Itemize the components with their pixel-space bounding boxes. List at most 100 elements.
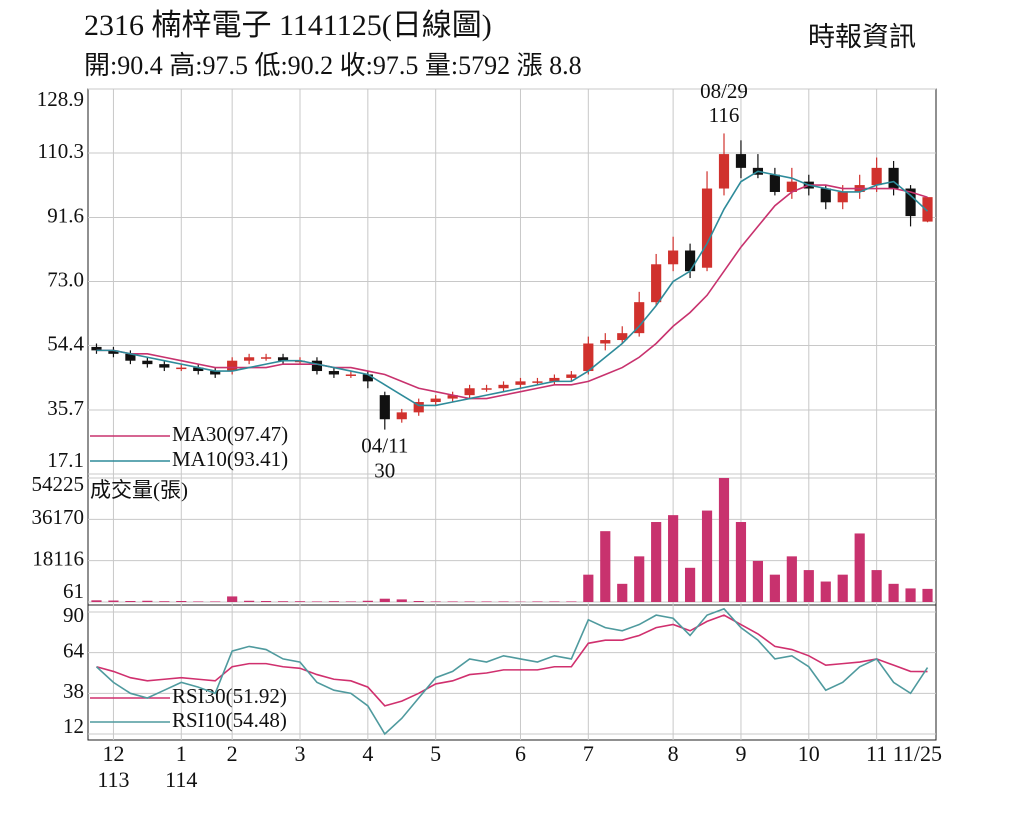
legend-label: MA10(93.41)	[172, 447, 288, 471]
annotation-date: 08/29	[700, 79, 748, 103]
candle-body	[837, 191, 848, 203]
volume-bar	[651, 522, 662, 602]
volume-bar	[549, 601, 560, 602]
candle-body	[311, 360, 323, 372]
x-tick-label: 1	[176, 741, 187, 766]
candle-body	[769, 174, 780, 192]
candle-body	[888, 167, 899, 189]
x-tick-label: 4	[362, 741, 373, 766]
volume-bar	[684, 567, 696, 602]
y-tick-label: 35.7	[47, 396, 84, 420]
chart-title: 2316 楠梓電子 1141125(日線圖)	[84, 9, 492, 42]
y-tick-label: 73.0	[47, 267, 84, 291]
volume-bar	[854, 533, 865, 602]
volume-bar	[176, 600, 187, 602]
candle-body	[532, 381, 543, 383]
candle-body	[345, 374, 356, 376]
volume-bar	[786, 556, 797, 602]
volume-bar	[193, 601, 204, 602]
candle-body	[786, 181, 797, 192]
annotation-value: 30	[374, 458, 395, 482]
candle-body	[481, 388, 492, 390]
volume-bar	[566, 601, 577, 602]
volume-bar	[532, 601, 543, 602]
x-tick-label: 2	[227, 741, 238, 766]
legend-label: RSI30(51.92)	[172, 684, 287, 708]
candle-body	[498, 384, 509, 389]
x-tick-label: 6	[515, 741, 526, 766]
candle-body	[464, 388, 475, 396]
x-tick-label: 11/25	[893, 741, 942, 766]
volume-bar	[328, 601, 340, 602]
volume-bar	[210, 601, 221, 602]
candle-body	[193, 367, 204, 372]
y-tick-label: 110.3	[38, 139, 84, 163]
y-tick-label: 12	[63, 714, 84, 738]
volume-bar	[464, 601, 475, 602]
candle-body	[362, 374, 373, 382]
candle-body	[396, 412, 407, 420]
volume-bar	[735, 522, 747, 602]
candle-body	[413, 402, 424, 413]
candle-body	[820, 188, 831, 203]
candle-body	[125, 353, 136, 361]
volume-bar	[244, 600, 255, 602]
volume-bar	[227, 596, 238, 602]
legend-label: MA30(97.47)	[172, 422, 288, 446]
volume-bar	[498, 601, 509, 602]
line-series	[96, 614, 928, 707]
volume-bar	[481, 601, 492, 602]
candle-body	[922, 197, 933, 222]
y-tick-label: 91.6	[47, 203, 84, 227]
y-tick-label: 90	[63, 603, 84, 627]
y-tick-label: 18116	[32, 546, 84, 570]
line-series	[96, 184, 928, 400]
volume-bar	[345, 601, 356, 602]
candle-body	[447, 395, 458, 399]
volume-bar	[362, 600, 373, 602]
x-tick-label: 8	[668, 741, 679, 766]
volume-bar	[922, 588, 933, 602]
volume-bar	[277, 601, 289, 602]
candle-body	[735, 154, 747, 168]
volume-bar	[888, 583, 899, 602]
volume-bar	[430, 601, 441, 602]
volume-bar	[905, 588, 916, 602]
line-series	[96, 170, 929, 407]
volume-bar	[668, 515, 679, 602]
candle-body	[515, 381, 526, 385]
candle-body	[176, 367, 187, 370]
x-tick-label: 5	[430, 741, 441, 766]
panel-title: 成交量(張)	[90, 478, 188, 502]
source: 時報資訊	[808, 22, 916, 52]
y-tick-label: 38	[63, 679, 84, 703]
volume-bar	[820, 581, 831, 602]
candle-body	[91, 346, 102, 351]
volume-bar	[159, 601, 170, 602]
volume-bar	[600, 531, 611, 602]
candle-body	[905, 188, 916, 217]
x-sub-label: 113	[97, 767, 129, 792]
volume-bar	[91, 600, 102, 602]
candle-body	[328, 371, 340, 375]
candle-body	[718, 154, 730, 189]
candle-body	[651, 264, 662, 303]
y-tick-label: 128.9	[37, 87, 84, 111]
candle-body	[379, 395, 390, 420]
candle-body	[701, 188, 713, 268]
candle-body	[430, 398, 441, 403]
volume-bar	[718, 478, 730, 602]
candle-body	[108, 350, 119, 354]
candle-body	[668, 250, 679, 265]
volume-bar	[413, 600, 424, 602]
candle-body	[871, 167, 882, 186]
y-tick-label: 36170	[32, 505, 85, 529]
volume-bar	[769, 574, 780, 602]
candle-body	[549, 377, 560, 382]
candle-body	[227, 360, 238, 372]
candle-body	[566, 374, 577, 378]
line-series	[95, 607, 929, 736]
volume-bar	[396, 599, 407, 602]
candle-body	[634, 302, 645, 334]
